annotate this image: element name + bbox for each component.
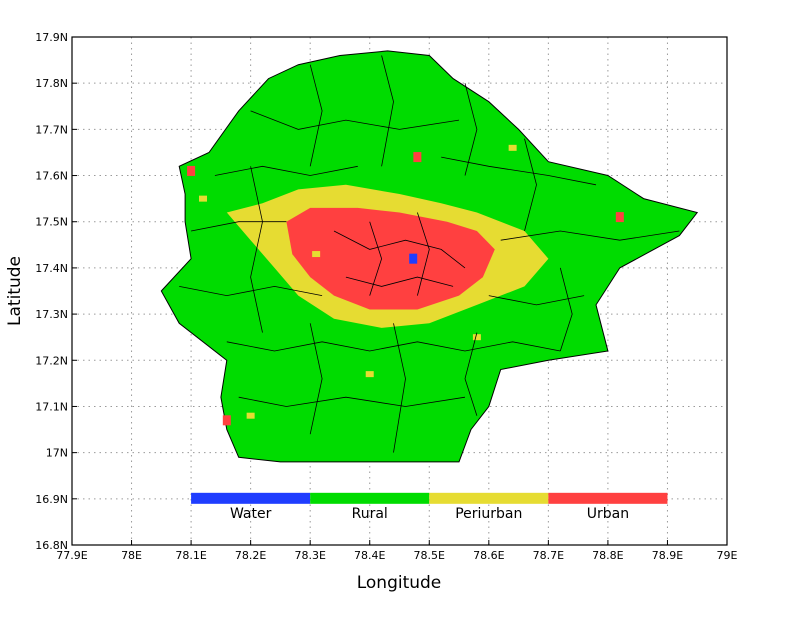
axis-ticks: 77.9E 78E 78.1E 78.2E 78.3E 78.4E 78.5E 78.6E 78…	[35, 31, 737, 562]
periurban-patch	[246, 412, 255, 419]
district-boundary	[214, 165, 358, 176]
legend-swatch-urban	[548, 492, 668, 504]
x-tick-label: 78.8E	[592, 549, 623, 562]
y-tick-label: 17.5N	[35, 216, 68, 229]
x-tick-label: 78.3E	[294, 549, 325, 562]
legend-label-water: Water	[230, 506, 272, 522]
district-boundary	[369, 221, 383, 296]
district-boundary	[393, 323, 406, 453]
district-boundary	[345, 276, 454, 287]
y-tick-label: 17.2N	[35, 354, 68, 367]
x-tick-label: 78.5E	[414, 549, 445, 562]
district-boundary	[417, 212, 430, 296]
district-boundary	[441, 156, 597, 186]
urban-patch	[187, 165, 196, 176]
legend-label-urban: Urban	[587, 506, 629, 522]
periurban-patch	[508, 144, 517, 151]
district-boundary	[464, 332, 478, 416]
x-tick-label: 78.9E	[652, 549, 683, 562]
y-tick-label: 17.9N	[35, 31, 68, 44]
y-tick-label: 16.8N	[35, 539, 68, 552]
district-boundary	[464, 83, 478, 176]
y-tick-label: 17N	[46, 447, 68, 460]
x-tick-label: 77.9E	[56, 549, 87, 562]
y-tick-label: 16.9N	[35, 493, 68, 506]
y-tick-label: 17.1N	[35, 400, 68, 413]
x-tick-label: 78E	[121, 549, 142, 562]
legend-swatch-periurban	[429, 492, 549, 504]
urban-patch	[413, 152, 422, 163]
periurban-patch	[199, 195, 207, 202]
urban-patch	[222, 415, 231, 426]
periurban-patch	[365, 371, 374, 378]
district-boundaries	[179, 55, 680, 453]
legend: Water Rural Periurban Urban	[191, 492, 668, 522]
x-tick-label: 78.6E	[473, 549, 504, 562]
urban-patch	[615, 212, 624, 223]
y-tick-label: 17.8N	[35, 77, 68, 90]
y-tick-label: 17.4N	[35, 262, 68, 275]
district-boundary	[250, 166, 263, 333]
district-boundary	[250, 110, 460, 130]
y-axis-title: Latitude	[5, 256, 25, 326]
plot-frame	[71, 36, 728, 546]
water-body	[409, 253, 418, 264]
district-boundary	[309, 64, 323, 167]
district-boundary	[524, 138, 537, 232]
y-tick-label: 17.7N	[35, 123, 68, 136]
y-tick-label: 17.3N	[35, 308, 68, 321]
periurban-patch	[312, 251, 321, 258]
y-tick-label: 17.6N	[35, 170, 68, 183]
district-boundary	[179, 285, 323, 297]
legend-swatch-water	[191, 492, 311, 504]
x-tick-label: 78.2E	[235, 549, 266, 562]
legend-label-periurban: Periurban	[455, 506, 522, 522]
district-boundary	[559, 267, 573, 352]
district-boundary	[381, 55, 394, 167]
land-cover-map	[160, 50, 699, 463]
district-boundary	[226, 341, 561, 352]
district-boundary	[191, 221, 287, 232]
x-tick-label: 78.7E	[533, 549, 564, 562]
x-tick-label: 78.1E	[175, 549, 206, 562]
legend-swatch-rural	[310, 492, 430, 504]
legend-label-rural: Rural	[352, 506, 388, 522]
x-tick-label: 79E	[717, 549, 738, 562]
x-tick-label: 78.4E	[354, 549, 385, 562]
district-boundary	[309, 323, 323, 435]
district-boundary	[333, 230, 466, 269]
district-boundary	[500, 230, 680, 241]
x-axis-title: Longitude	[357, 573, 442, 593]
periurban-patch	[472, 334, 481, 341]
periurban-patch	[490, 237, 499, 244]
district-boundary	[238, 396, 466, 407]
